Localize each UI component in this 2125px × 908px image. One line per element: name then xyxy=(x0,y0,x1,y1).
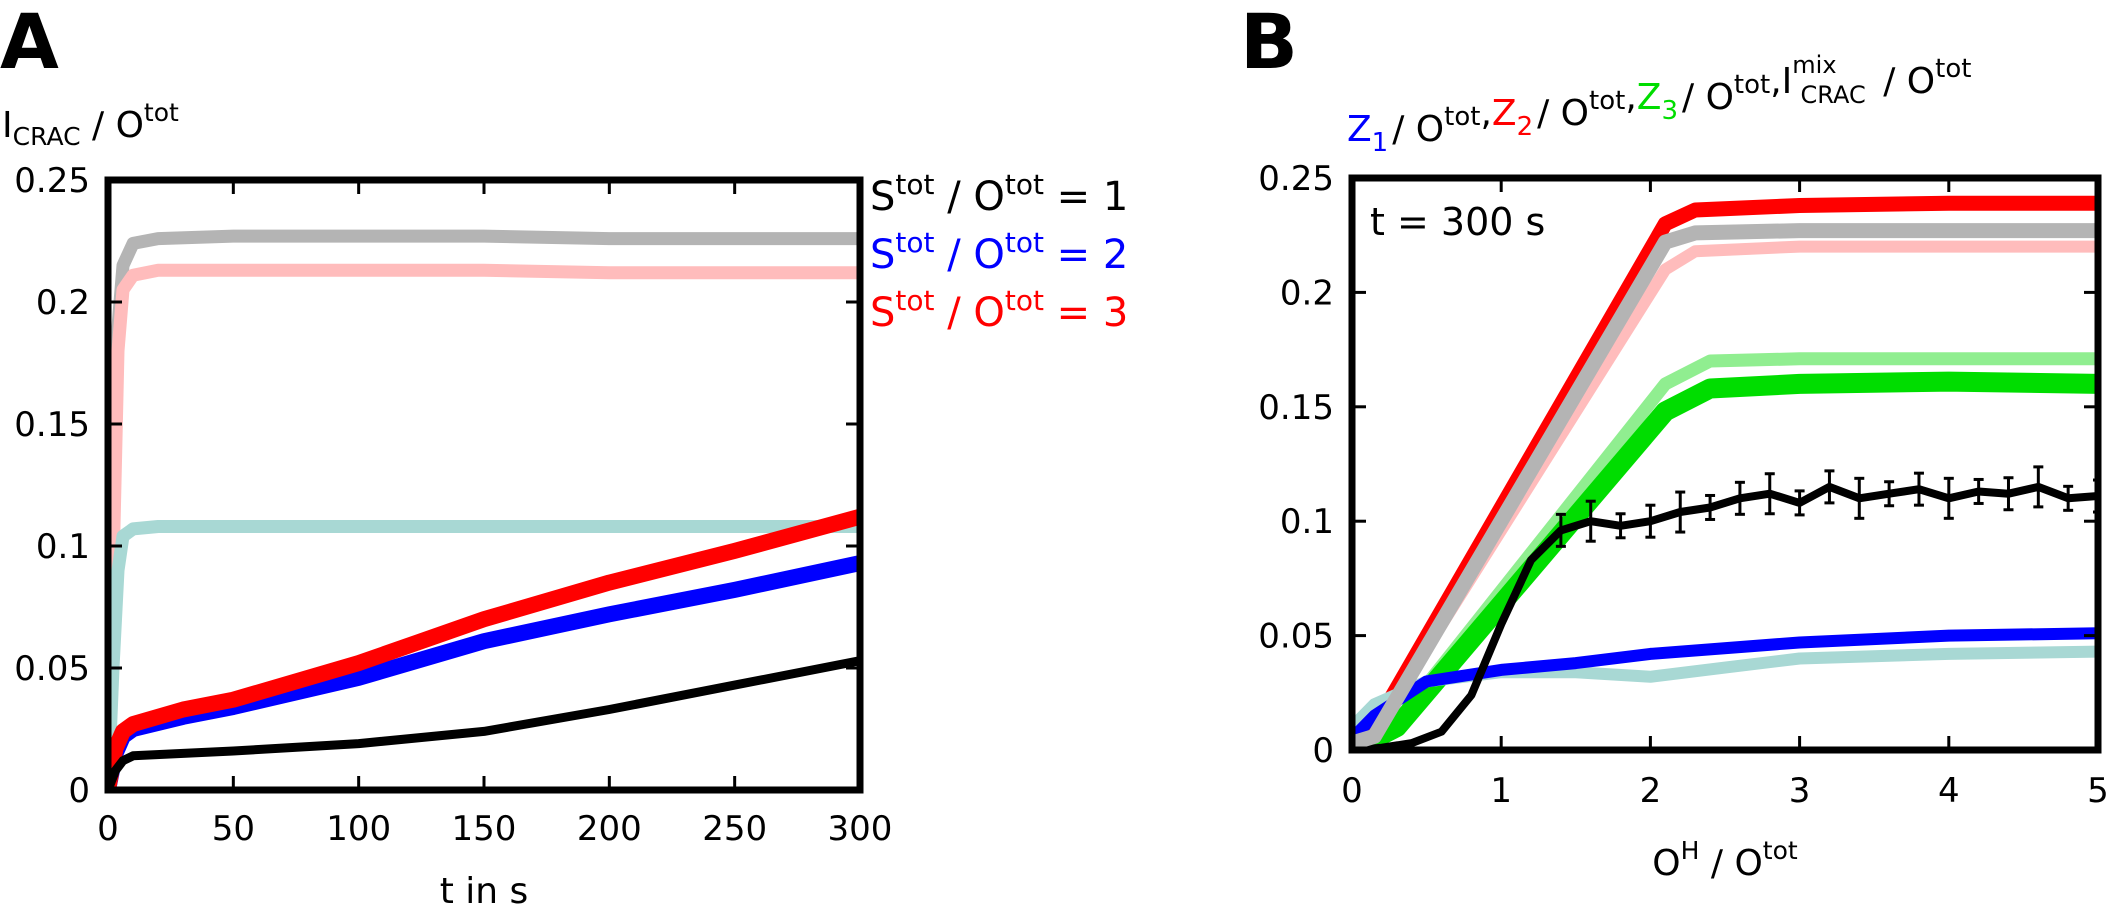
y-tick-label-a-5: 0.25 xyxy=(14,161,90,201)
x-tick-label-b-5: 5 xyxy=(2087,771,2109,811)
legend-entry-1: Stot / Otot = 2 xyxy=(870,226,1128,278)
y-axis-label-a: ICRAC / Otot xyxy=(2,98,179,151)
y-tick-label-b-1: 0.05 xyxy=(1258,617,1334,657)
error-bar-b-23 xyxy=(2033,465,2044,509)
x-tick-label-b-1: 1 xyxy=(1490,771,1512,811)
error-bar-b-22 xyxy=(2003,476,2014,512)
y-axis-label-a-sup: tot xyxy=(144,98,179,127)
x-tick-label-a-6: 300 xyxy=(828,809,893,849)
error-bar-b-13 xyxy=(1734,480,1745,516)
y-axis-label-a-main: I xyxy=(2,105,13,146)
y-label-b-part-1: Z xyxy=(1492,93,1517,134)
y-tick-label-a-2: 0.1 xyxy=(36,527,90,567)
x-tick-label-a-4: 200 xyxy=(577,809,642,849)
x-axis-label-b-sup2: tot xyxy=(1763,836,1798,865)
x-tick-label-a-1: 50 xyxy=(212,809,255,849)
plot-frame-a xyxy=(104,176,864,794)
x-tick-label-b-4: 4 xyxy=(1938,771,1960,811)
error-bar-b-18 xyxy=(1884,480,1895,508)
legend-a: Stot / Otot = 1 Stot / Otot = 2 Stot / Oto… xyxy=(870,168,1128,336)
series-line-b-6 xyxy=(1352,482,2098,750)
error-bar-b-9 xyxy=(1615,512,1626,540)
error-bar-b-12 xyxy=(1705,493,1716,521)
x-axis-label-a: t in s xyxy=(440,871,529,908)
x-tick-label-b-2: 2 xyxy=(1640,771,1662,811)
y-label-b-part-2: Z xyxy=(1637,77,1662,118)
panel-label-b: B xyxy=(1240,0,1298,86)
series-line-a-2 xyxy=(108,520,860,790)
error-bar-b-21 xyxy=(1973,477,1984,505)
series-line-b-3 xyxy=(1352,371,2098,750)
y-label-b-part-3: I xyxy=(1782,61,1793,102)
y-axis-label-a-sub: CRAC xyxy=(13,122,81,151)
panel-b: B Z1/ Otot,Z2/ Otot,Z3/ Otot,Imix CRAC / … xyxy=(1240,0,2109,884)
y-tick-label-b-3: 0.15 xyxy=(1258,388,1334,428)
panel-label-a: A xyxy=(0,0,59,86)
y-tick-label-a-1: 0.05 xyxy=(14,649,90,689)
error-bar-b-20 xyxy=(1943,476,1954,520)
annotation-time: t = 300 s xyxy=(1370,200,1545,244)
x-tick-label-b-3: 3 xyxy=(1789,771,1811,811)
x-axis-label-b-div: / O xyxy=(1699,843,1762,884)
y-tick-label-b-5: 0.25 xyxy=(1258,159,1334,199)
legend-entry-2: Stot / Otot = 3 xyxy=(870,284,1128,336)
y-tick-label-b-2: 0.1 xyxy=(1280,502,1334,542)
x-axis-label-b-main: O xyxy=(1652,843,1680,884)
series-line-b-7 xyxy=(1352,223,2098,750)
y-tick-label-b-0: 0 xyxy=(1312,731,1334,771)
x-tick-label-a-3: 150 xyxy=(452,809,517,849)
error-bar-b-14 xyxy=(1764,472,1775,516)
y-axis-label-b: Z1/ Otot,Z2/ Otot,Z3/ Otot,Imix CRAC / Ot… xyxy=(1347,51,1971,158)
x-tick-label-a-5: 250 xyxy=(702,809,767,849)
y-tick-label-b-4: 0.2 xyxy=(1280,273,1334,313)
error-bar-b-24 xyxy=(2063,484,2074,512)
error-bar-b-15 xyxy=(1794,489,1805,517)
y-label-b-part-0: Z xyxy=(1347,109,1372,150)
series-line-a-4 xyxy=(108,508,860,790)
error-bar-b-16 xyxy=(1824,469,1835,505)
panel-a: A ICRAC / Otot 0 50 100 150 200 250 300 0 0.05 0.… xyxy=(0,0,1128,908)
x-tick-label-b-0: 0 xyxy=(1341,771,1363,811)
x-tick-label-a-0: 0 xyxy=(97,809,119,849)
y-tick-label-a-4: 0.2 xyxy=(36,283,90,323)
error-bar-b-8 xyxy=(1585,499,1596,543)
series-group-b xyxy=(1352,195,2098,750)
legend-entry-0: Stot / Otot = 1 xyxy=(870,168,1128,220)
error-bar-b-7 xyxy=(1555,512,1566,548)
error-bar-b-10 xyxy=(1645,503,1656,539)
x-tick-label-a-2: 100 xyxy=(326,809,391,849)
y-tick-label-a-3: 0.15 xyxy=(14,405,90,445)
series-group-a xyxy=(108,229,860,790)
plot-frame-b xyxy=(1348,174,2102,754)
x-axis-label-b: OH / Otot xyxy=(1652,836,1798,884)
series-line-b-2 xyxy=(1352,352,2098,750)
error-bar-b-11 xyxy=(1675,490,1686,534)
series-line-a-1 xyxy=(108,263,860,790)
axis-ticks-a: 0 50 100 150 200 250 300 0 0.05 0.1 0.15 0.2 0.25 xyxy=(14,161,892,849)
series-line-a-5 xyxy=(108,656,860,790)
error-bar-b-17 xyxy=(1854,476,1865,520)
error-bar-b-19 xyxy=(1913,471,1924,507)
y-axis-label-a-div: / O xyxy=(81,105,144,146)
x-axis-label-b-sup: H xyxy=(1681,836,1700,865)
y-tick-label-a-0: 0 xyxy=(68,771,90,811)
